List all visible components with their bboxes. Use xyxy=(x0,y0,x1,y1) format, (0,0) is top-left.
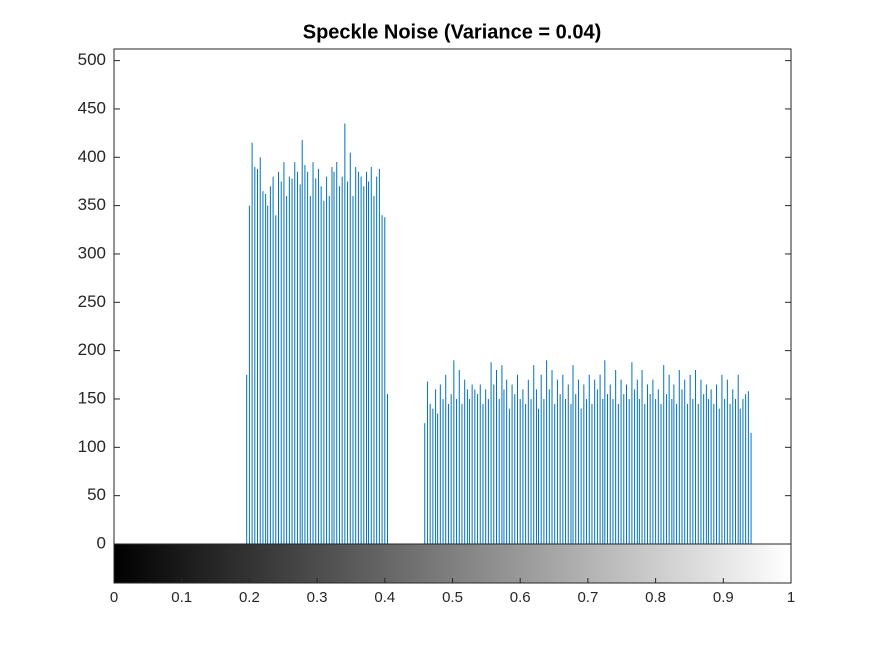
y-tick-label: 250 xyxy=(78,292,106,311)
y-tick-label: 350 xyxy=(78,195,106,214)
x-tick-label: 0.3 xyxy=(307,589,328,606)
y-tick-label: 200 xyxy=(78,340,106,359)
x-tick-label: 0.8 xyxy=(645,589,666,606)
y-tick-label: 400 xyxy=(78,147,106,166)
x-tick-label: 0.5 xyxy=(442,589,463,606)
y-tick-label: 50 xyxy=(87,485,106,504)
y-tick-label: 150 xyxy=(78,388,106,407)
x-tick-label: 0.2 xyxy=(239,589,260,606)
x-tick-label: 0.7 xyxy=(577,589,598,606)
colorbar xyxy=(113,543,792,584)
plot-area xyxy=(113,48,792,545)
y-tick-label: 100 xyxy=(78,437,106,456)
y-tick-label: 0 xyxy=(97,533,106,552)
y-tick-label: 450 xyxy=(78,98,106,117)
x-tick-label: 0.6 xyxy=(510,589,531,606)
y-tick-label: 500 xyxy=(78,50,106,69)
x-tick-label: 0.1 xyxy=(171,589,192,606)
chart-title: Speckle Noise (Variance = 0.04) xyxy=(303,21,602,43)
x-tick-label: 0 xyxy=(110,589,118,606)
y-tick-label: 300 xyxy=(78,243,106,262)
x-tick-label: 0.9 xyxy=(713,589,734,606)
x-tick-label: 0.4 xyxy=(374,589,395,606)
x-tick-label: 1 xyxy=(787,589,795,606)
